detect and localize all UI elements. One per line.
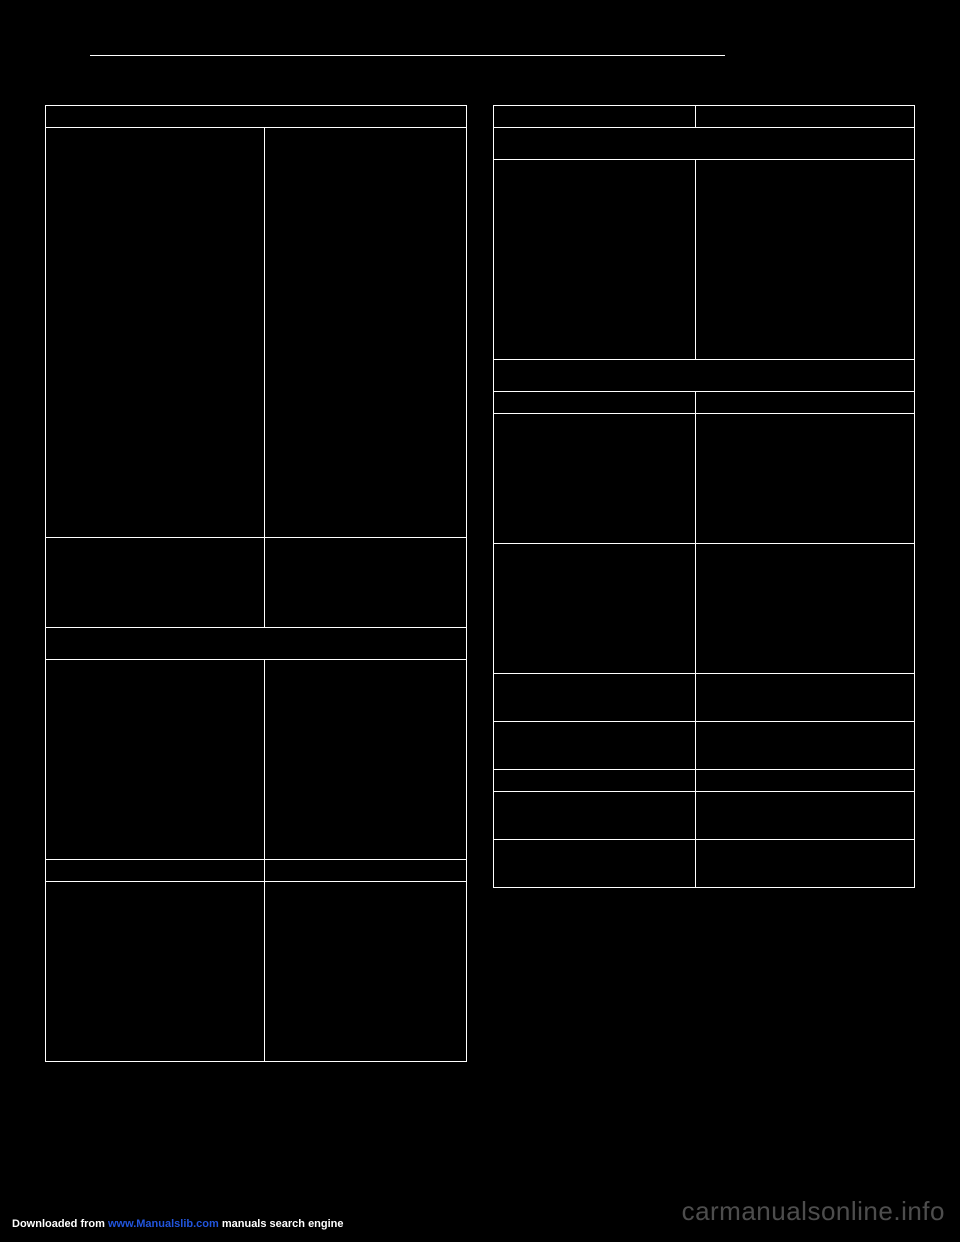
right-column [493, 105, 915, 1062]
spec-table-right [493, 105, 915, 888]
table-cell [494, 106, 696, 128]
table-cell [696, 392, 915, 414]
table-cell [494, 160, 696, 360]
table-cell [264, 660, 466, 860]
table-cell [264, 860, 466, 882]
table-cell [264, 128, 466, 538]
footer-prefix: Downloaded from [12, 1218, 108, 1230]
table-cell [46, 660, 265, 860]
table-cell [46, 882, 265, 1062]
table-cell [494, 770, 696, 792]
table-cell [696, 674, 915, 722]
header-rule [90, 55, 725, 56]
page-container [45, 25, 915, 1172]
section-row [46, 628, 467, 660]
section-row [494, 360, 915, 392]
table-cell [46, 538, 265, 628]
table-cell [696, 414, 915, 544]
table-cell [494, 722, 696, 770]
table-cell [696, 722, 915, 770]
table-cell [696, 770, 915, 792]
table-cell [46, 860, 265, 882]
table-cell [264, 882, 466, 1062]
table-cell [696, 792, 915, 840]
two-column-layout [45, 105, 915, 1062]
spec-table-left [45, 105, 467, 1062]
table-cell [696, 106, 915, 128]
site-watermark: carmanualsonline.info [682, 1196, 945, 1227]
table-cell [494, 392, 696, 414]
left-column [45, 105, 467, 1062]
table-cell [46, 128, 265, 538]
table-cell [494, 544, 696, 674]
header-section [45, 25, 915, 75]
table-cell [696, 160, 915, 360]
download-footer: Downloaded from www.Manualslib.com manua… [12, 1218, 344, 1230]
table-cell [494, 792, 696, 840]
table-cell [494, 674, 696, 722]
footer-link[interactable]: www.Manualslib.com [108, 1218, 219, 1230]
table-cell [494, 840, 696, 888]
footer-suffix: manuals search engine [219, 1218, 344, 1230]
table-cell [696, 544, 915, 674]
section-row [494, 128, 915, 160]
table-cell [494, 414, 696, 544]
table-header [46, 106, 467, 128]
table-cell [696, 840, 915, 888]
table-cell [264, 538, 466, 628]
